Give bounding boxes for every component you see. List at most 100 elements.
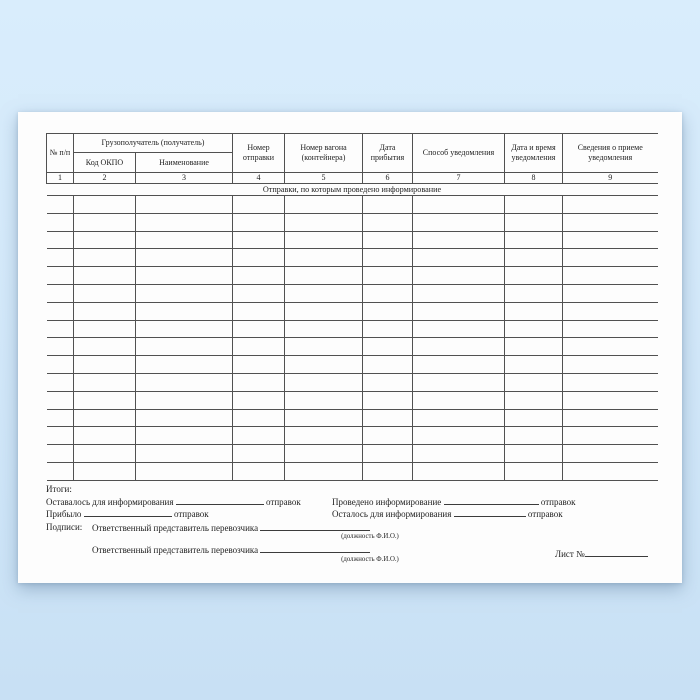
empty-cell[interactable] bbox=[504, 301, 563, 321]
empty-cell[interactable] bbox=[504, 230, 563, 250]
empty-cell[interactable] bbox=[46, 337, 74, 357]
empty-cell[interactable] bbox=[46, 301, 74, 321]
empty-cell[interactable] bbox=[46, 230, 74, 250]
empty-cell[interactable] bbox=[412, 283, 505, 303]
empty-cell[interactable] bbox=[412, 195, 505, 214]
empty-cell[interactable] bbox=[284, 337, 363, 357]
empty-cell[interactable] bbox=[412, 444, 505, 463]
empty-cell[interactable] bbox=[73, 444, 136, 463]
empty-cell[interactable] bbox=[362, 426, 413, 446]
empty-cell[interactable] bbox=[284, 408, 363, 428]
empty-cell[interactable] bbox=[73, 319, 136, 339]
empty-cell[interactable] bbox=[232, 390, 285, 410]
empty-cell[interactable] bbox=[73, 426, 136, 446]
empty-cell[interactable] bbox=[362, 355, 413, 374]
empty-cell[interactable] bbox=[232, 372, 285, 392]
empty-cell[interactable] bbox=[562, 283, 658, 303]
empty-cell[interactable] bbox=[135, 426, 233, 446]
empty-cell[interactable] bbox=[562, 266, 658, 285]
empty-cell[interactable] bbox=[46, 355, 74, 374]
totals-remained-blank[interactable] bbox=[175, 496, 264, 505]
empty-cell[interactable] bbox=[504, 461, 563, 481]
empty-cell[interactable] bbox=[284, 212, 363, 232]
empty-cell[interactable] bbox=[232, 408, 285, 428]
empty-cell[interactable] bbox=[412, 372, 505, 392]
empty-cell[interactable] bbox=[284, 390, 363, 410]
empty-cell[interactable] bbox=[362, 283, 413, 303]
empty-cell[interactable] bbox=[562, 426, 658, 446]
empty-cell[interactable] bbox=[412, 266, 505, 285]
empty-cell[interactable] bbox=[362, 408, 413, 428]
empty-cell[interactable] bbox=[284, 426, 363, 446]
empty-cell[interactable] bbox=[232, 248, 285, 268]
signature-blank-1[interactable] bbox=[260, 522, 371, 531]
empty-cell[interactable] bbox=[362, 319, 413, 339]
empty-cell[interactable] bbox=[135, 372, 233, 392]
empty-cell[interactable] bbox=[232, 283, 285, 303]
empty-cell[interactable] bbox=[284, 283, 363, 303]
empty-cell[interactable] bbox=[504, 319, 563, 339]
empty-cell[interactable] bbox=[284, 248, 363, 268]
empty-cell[interactable] bbox=[412, 230, 505, 250]
empty-cell[interactable] bbox=[412, 408, 505, 428]
empty-cell[interactable] bbox=[562, 372, 658, 392]
empty-cell[interactable] bbox=[46, 461, 74, 481]
empty-cell[interactable] bbox=[412, 461, 505, 481]
empty-cell[interactable] bbox=[504, 212, 563, 232]
empty-cell[interactable] bbox=[562, 390, 658, 410]
empty-cell[interactable] bbox=[284, 372, 363, 392]
empty-cell[interactable] bbox=[362, 266, 413, 285]
empty-cell[interactable] bbox=[73, 461, 136, 481]
empty-cell[interactable] bbox=[135, 408, 233, 428]
empty-cell[interactable] bbox=[412, 426, 505, 446]
empty-cell[interactable] bbox=[562, 337, 658, 357]
empty-cell[interactable] bbox=[232, 212, 285, 232]
empty-cell[interactable] bbox=[284, 301, 363, 321]
empty-cell[interactable] bbox=[46, 390, 74, 410]
empty-cell[interactable] bbox=[562, 444, 658, 463]
empty-cell[interactable] bbox=[73, 408, 136, 428]
empty-cell[interactable] bbox=[562, 355, 658, 374]
empty-cell[interactable] bbox=[135, 283, 233, 303]
empty-cell[interactable] bbox=[362, 230, 413, 250]
empty-cell[interactable] bbox=[562, 248, 658, 268]
empty-cell[interactable] bbox=[504, 372, 563, 392]
empty-cell[interactable] bbox=[562, 461, 658, 481]
empty-cell[interactable] bbox=[73, 301, 136, 321]
empty-cell[interactable] bbox=[73, 390, 136, 410]
empty-cell[interactable] bbox=[46, 408, 74, 428]
empty-cell[interactable] bbox=[412, 248, 505, 268]
sheet-number-blank[interactable] bbox=[584, 548, 648, 557]
empty-cell[interactable] bbox=[504, 266, 563, 285]
empty-cell[interactable] bbox=[135, 355, 233, 374]
empty-cell[interactable] bbox=[562, 195, 658, 214]
empty-cell[interactable] bbox=[562, 230, 658, 250]
empty-cell[interactable] bbox=[135, 301, 233, 321]
empty-cell[interactable] bbox=[362, 195, 413, 214]
empty-cell[interactable] bbox=[232, 355, 285, 374]
empty-cell[interactable] bbox=[504, 390, 563, 410]
empty-cell[interactable] bbox=[73, 195, 136, 214]
empty-cell[interactable] bbox=[135, 461, 233, 481]
empty-cell[interactable] bbox=[284, 355, 363, 374]
empty-cell[interactable] bbox=[504, 283, 563, 303]
empty-cell[interactable] bbox=[284, 195, 363, 214]
signature-blank-2[interactable] bbox=[260, 544, 371, 553]
empty-cell[interactable] bbox=[562, 319, 658, 339]
empty-cell[interactable] bbox=[362, 212, 413, 232]
empty-cell[interactable] bbox=[362, 301, 413, 321]
empty-cell[interactable] bbox=[504, 408, 563, 428]
empty-cell[interactable] bbox=[232, 444, 285, 463]
empty-cell[interactable] bbox=[46, 426, 74, 446]
empty-cell[interactable] bbox=[562, 301, 658, 321]
empty-cell[interactable] bbox=[135, 444, 233, 463]
empty-cell[interactable] bbox=[362, 444, 413, 463]
empty-cell[interactable] bbox=[232, 230, 285, 250]
empty-cell[interactable] bbox=[562, 408, 658, 428]
empty-cell[interactable] bbox=[362, 337, 413, 357]
empty-cell[interactable] bbox=[46, 266, 74, 285]
empty-cell[interactable] bbox=[46, 283, 74, 303]
empty-cell[interactable] bbox=[73, 355, 136, 374]
empty-cell[interactable] bbox=[73, 283, 136, 303]
empty-cell[interactable] bbox=[46, 195, 74, 214]
